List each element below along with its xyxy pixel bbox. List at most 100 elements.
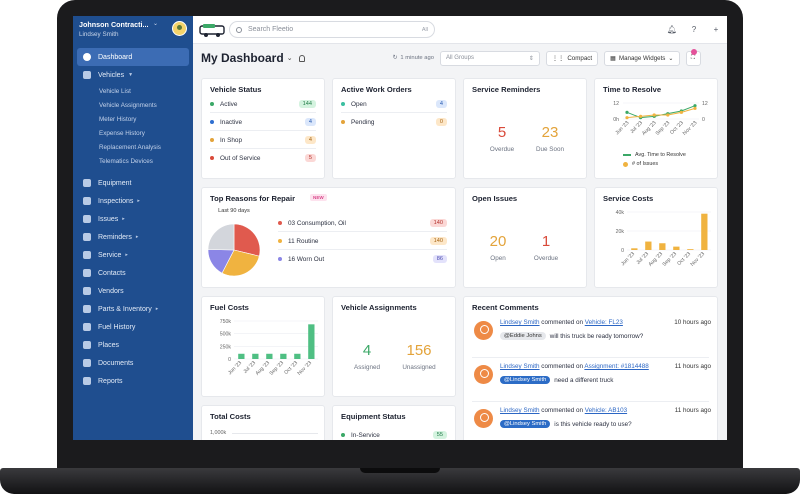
chart-bar: [238, 353, 245, 359]
open-count[interactable]: 20: [489, 233, 507, 250]
overdue-count[interactable]: 5: [497, 124, 507, 141]
mention-chip[interactable]: @Eddie Johns: [500, 332, 546, 340]
comment-target-link[interactable]: Vehicle: AB103: [584, 407, 628, 414]
notification-dot: [691, 49, 697, 55]
axis-tick: 12: [613, 101, 619, 107]
sidebar-item-inspections[interactable]: Inspections ▸: [73, 192, 193, 210]
comment-body: @Eddie Johns will this truck be ready tom…: [500, 332, 643, 340]
comment-item[interactable]: Lindsey Smith commented on Assignment: #…: [472, 359, 711, 403]
comment-text: is this vehicle ready to use?: [554, 420, 632, 428]
search-scope[interactable]: All: [421, 26, 428, 33]
user-avatar-icon[interactable]: [474, 365, 493, 384]
document-icon: [83, 359, 91, 367]
warning-icon: [83, 215, 91, 223]
user-avatar-icon[interactable]: [474, 321, 493, 340]
status-row[interactable]: 16 Worn Out 86: [278, 254, 447, 264]
sidebar-item-documents[interactable]: Documents: [73, 354, 193, 372]
caret-right-icon: ▸: [135, 234, 139, 240]
help-icon[interactable]: ?: [691, 25, 697, 34]
comment-user-link[interactable]: Lindsey Smith: [500, 363, 540, 370]
comment-user-link[interactable]: Lindsey Smith: [500, 319, 540, 326]
comment-item[interactable]: Lindsey Smith commented on Vehicle: FL23…: [472, 315, 711, 359]
refresh-status[interactable]: ↻ 1 minute ago: [393, 55, 434, 61]
groups-select[interactable]: All Groups ⇕: [439, 50, 540, 66]
axis-tick: Nov '23: [690, 251, 707, 268]
account-switcher[interactable]: Johnson Contracti... ⌄ Lindsey Smith: [73, 16, 193, 46]
comment-time: 10 hours ago: [674, 319, 711, 326]
dashboard-icon: [83, 53, 91, 61]
pie-slice: [207, 223, 235, 251]
comment-user-link[interactable]: Lindsey Smith: [500, 407, 540, 414]
compact-button[interactable]: ⋮⋮ Compact: [545, 50, 599, 66]
avatar[interactable]: [172, 21, 187, 36]
comment-target-link[interactable]: Assignment: #1814488: [584, 363, 649, 370]
widgets-icon: ▦: [610, 54, 616, 62]
sidebar-subitem-expense-history[interactable]: Expense History: [99, 129, 145, 137]
status-label: 16 Worn Out: [288, 255, 325, 263]
person-icon[interactable]: [298, 54, 305, 62]
status-row[interactable]: Inactive 4: [210, 117, 316, 127]
sidebar-item-label: Vehicles: [98, 71, 125, 79]
widget-title: Service Reminders: [472, 85, 541, 94]
sidebar-item-dashboard[interactable]: Dashboard: [77, 48, 189, 66]
sidebar-item-vendors[interactable]: Vendors: [73, 282, 193, 300]
sidebar-item-fuel-history[interactable]: Fuel History: [73, 318, 193, 336]
axis-tick: 20k: [616, 229, 625, 235]
due-soon-count[interactable]: 23: [541, 124, 559, 141]
chart-bar: [308, 324, 315, 359]
sidebar-item-equipment[interactable]: Equipment: [73, 174, 193, 192]
axis-tick: Sep '23: [269, 360, 286, 377]
bell-icon[interactable]: 🔔︎: [666, 25, 678, 34]
overdue-count[interactable]: 1: [541, 233, 551, 250]
status-row[interactable]: Out of Service 5: [210, 153, 316, 163]
status-row[interactable]: Pending 0: [341, 117, 447, 127]
status-row[interactable]: In Shop 4: [210, 135, 316, 145]
widget-fuel-costs: Fuel Costs 750k 500k 250k 0 Jun '23 Jul '23 Au…: [201, 296, 325, 397]
status-row[interactable]: 11 Routine 140: [278, 236, 447, 246]
sidebar-subitem-vehicle-list[interactable]: Vehicle List: [99, 87, 131, 95]
unassigned-count[interactable]: 156: [406, 342, 432, 359]
status-row[interactable]: Active 144: [210, 99, 316, 109]
comment-item[interactable]: Lindsey Smith commented on Vehicle: AB10…: [472, 403, 711, 440]
sidebar-item-issues[interactable]: Issues ▸: [73, 210, 193, 228]
comment-target-link[interactable]: Vehicle: FL23: [584, 319, 623, 326]
status-row[interactable]: In-Service 55: [341, 430, 447, 440]
comment-time: 11 hours ago: [674, 363, 711, 370]
sidebar-item-places[interactable]: Places: [73, 336, 193, 354]
sidebar-item-contacts[interactable]: Contacts: [73, 264, 193, 282]
plus-icon[interactable]: +: [713, 25, 719, 34]
status-row[interactable]: 03 Consumption, Oil 140: [278, 218, 447, 228]
manage-widgets-button[interactable]: ▦ Manage Widgets ⌄: [604, 50, 680, 66]
sidebar-subitem-replacement-analysis[interactable]: Replacement Analysis: [99, 143, 161, 151]
mention-chip[interactable]: @Lindsey Smith: [500, 376, 551, 384]
app-screen: Johnson Contracti... ⌄ Lindsey Smith Das…: [73, 16, 727, 440]
comment-verb: commented on: [539, 319, 585, 326]
sidebar-subitem-vehicle-assignments[interactable]: Vehicle Assignments: [99, 101, 157, 109]
chart-icon: [83, 377, 91, 385]
search-input[interactable]: Search Fleetio All: [229, 21, 435, 38]
open-label: Open: [490, 255, 506, 262]
assigned-count[interactable]: 4: [362, 342, 372, 359]
refresh-text: 1 minute ago: [400, 55, 434, 61]
page-title[interactable]: My Dashboard: [201, 51, 284, 65]
sidebar-item-reminders[interactable]: Reminders ▸: [73, 228, 193, 246]
count-badge: 4: [304, 118, 316, 126]
sidebar-item-vehicles[interactable]: Vehicles ▼: [73, 66, 193, 84]
sidebar-item-service[interactable]: Service ▸: [73, 246, 193, 264]
sidebar-subitem-meter-history[interactable]: Meter History: [99, 115, 137, 123]
fleetio-logo[interactable]: [199, 22, 225, 38]
axis-tick: Aug '23: [255, 360, 272, 377]
chevron-down-icon[interactable]: ⌄: [286, 55, 293, 62]
status-row[interactable]: Open 4: [341, 99, 447, 109]
status-dot: [210, 138, 214, 142]
legend-item: Avg. Time to Resolve: [623, 152, 686, 158]
equipment-icon: [83, 179, 91, 187]
user-avatar-icon[interactable]: [474, 409, 493, 428]
data-point: [693, 104, 697, 108]
sidebar-item-parts-inventory[interactable]: Parts & Inventory ▸: [73, 300, 193, 318]
mention-chip[interactable]: @Lindsey Smith: [500, 420, 551, 428]
sidebar-item-reports[interactable]: Reports: [73, 372, 193, 390]
sidebar-subitem-telematics-devices[interactable]: Telematics Devices: [99, 157, 153, 165]
widget-time-to-resolve: Time to Resolve 12 0h 12 0 Jun '23 Jul '23 Aug…: [594, 78, 718, 179]
